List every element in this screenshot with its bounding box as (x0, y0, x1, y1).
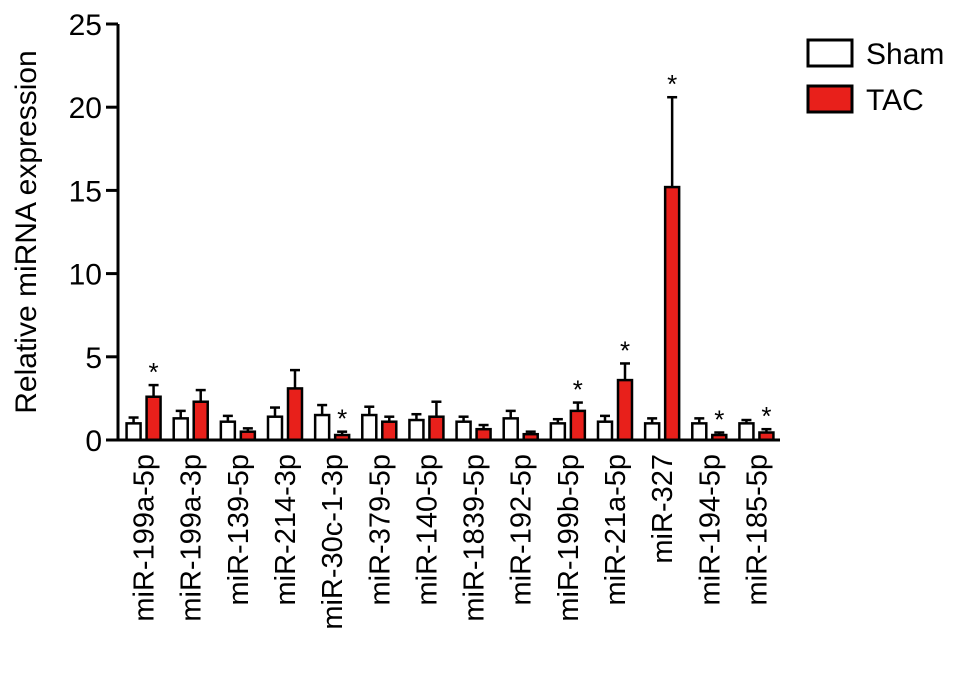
significance-marker: * (149, 357, 159, 387)
bar-sham (266, 415, 284, 442)
bar-sham (643, 422, 661, 442)
bar-sham (549, 422, 567, 442)
significance-marker: * (761, 401, 771, 431)
x-tick-label: miR-327 (647, 454, 679, 564)
bar-sham (361, 413, 378, 442)
significance-marker: * (337, 404, 347, 434)
y-axis: 0 5 10 15 20 25 (69, 9, 120, 458)
y-tick-label: 5 (85, 342, 102, 375)
x-tick-label: miR-379-5p (364, 454, 396, 606)
bar-sham (313, 413, 331, 442)
bar-sham (125, 422, 142, 442)
bar-tac (381, 420, 398, 442)
x-tick-label: miR-140-5p (411, 454, 443, 605)
x-tick-label: miR-199b-5p (553, 454, 585, 622)
bar-sham (219, 420, 237, 442)
bar-tac (145, 395, 162, 442)
x-tick-label: miR-194-5p (694, 454, 726, 606)
legend-label-sham: Sham (866, 38, 944, 71)
y-tick-label: 0 (85, 425, 102, 458)
bar-sham (455, 420, 472, 442)
bar-sham (691, 422, 708, 442)
x-tick-label: miR-199a-5p (129, 454, 161, 622)
x-tick-label: miR-199a-3p (176, 454, 208, 622)
bar-tac (428, 415, 445, 442)
bar-tac (475, 427, 492, 442)
x-tick-label: miR-139-5p (223, 454, 255, 606)
y-tick-label: 10 (69, 259, 102, 292)
significance-marker: * (573, 375, 583, 405)
x-axis: miR-199a-5p miR-199a-3p miR-139-5p miR-214-… (118, 438, 780, 630)
significance-marker: * (620, 335, 630, 365)
significance-marker: * (667, 69, 677, 99)
y-tick-label: 15 (69, 175, 102, 208)
bar-sham (502, 417, 519, 442)
legend-swatch-tac (806, 84, 854, 114)
x-tick-label: miR-192-5p (506, 454, 538, 606)
bar-sham (408, 418, 425, 442)
bar-tac (286, 387, 304, 442)
bar-tac (569, 409, 587, 442)
x-tick-label: miR-1839-5p (459, 454, 491, 622)
y-tick-label: 20 (69, 92, 102, 125)
y-tick-label: 25 (69, 9, 102, 42)
legend-label-tac: TAC (866, 84, 924, 117)
y-axis-label: Relative miRNA expression (10, 50, 43, 413)
x-tick-label: miR-185-5p (741, 454, 773, 606)
legend: Sham TAC (806, 38, 944, 117)
bar-tac (663, 185, 681, 442)
bar-sham (596, 420, 614, 442)
bar-tac (616, 378, 634, 442)
legend-swatch-sham (806, 38, 854, 68)
bars: * * * * * * * (125, 69, 775, 442)
x-tick-label: miR-21a-5p (600, 454, 632, 606)
x-tick-label: miR-30c-1-3p (317, 454, 349, 630)
bar-sham (172, 417, 189, 442)
x-tick-label: miR-214-3p (270, 454, 302, 606)
significance-marker: * (714, 405, 724, 435)
bar-tac (192, 400, 209, 442)
bar-sham (738, 422, 755, 442)
